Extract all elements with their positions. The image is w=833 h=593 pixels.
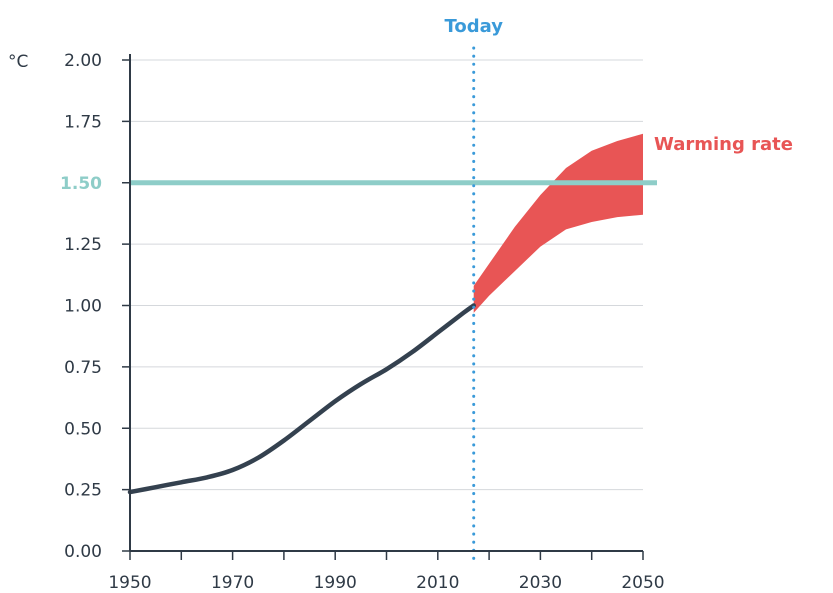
- y-tick-label: 0.75: [64, 358, 102, 378]
- temperature-line: [127, 303, 476, 495]
- temperature-line-layer: [127, 303, 476, 495]
- warming-rate-band: [473, 133, 643, 313]
- x-tick-label: 1990: [314, 573, 357, 593]
- x-tick-label: 1970: [211, 573, 254, 593]
- y-tick-label: 2.00: [64, 51, 102, 71]
- y-tick-label: 1.75: [64, 112, 102, 132]
- y-axis-unit-label: °C: [8, 52, 28, 72]
- gridlines: [130, 59, 643, 491]
- x-tick-label: 2010: [416, 573, 459, 593]
- axes: [122, 54, 644, 560]
- reference-line-label: 1.50: [60, 174, 102, 194]
- y-tick-label: 0.00: [64, 542, 102, 562]
- y-tick-label: 0.50: [64, 419, 102, 439]
- y-tick-label: 1.00: [64, 297, 102, 317]
- x-tick-label: 2030: [519, 573, 562, 593]
- y-tick-label: 0.25: [64, 481, 102, 501]
- x-tick-label: 1950: [108, 573, 151, 593]
- today-label: Today: [444, 16, 503, 37]
- warming-rate-label: Warming rate: [654, 134, 793, 155]
- y-tick-label: 1.25: [64, 235, 102, 255]
- warming-band-layer: [473, 133, 643, 313]
- labels: 0.00 0.25 0.50 0.75 1.00 1.25 1.75 2.00 1.50 Toda…: [8, 16, 793, 593]
- x-tick-label: 2050: [621, 573, 664, 593]
